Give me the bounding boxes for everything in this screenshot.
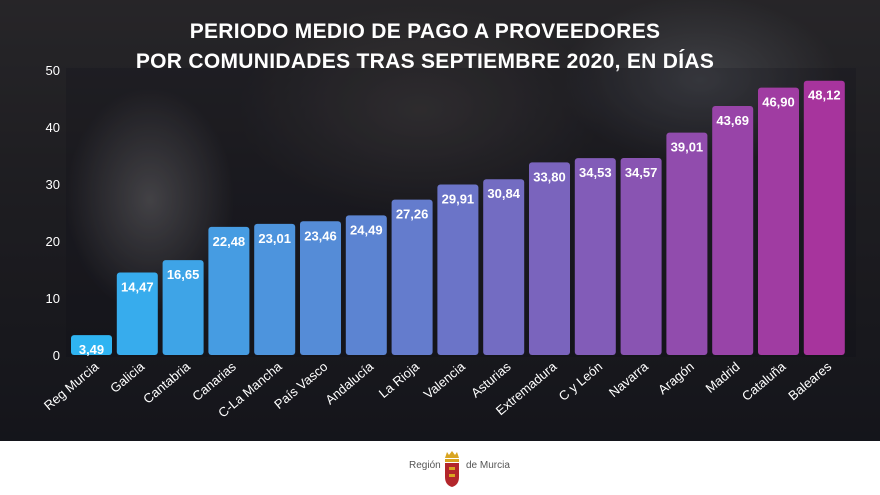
crest-band	[445, 459, 459, 462]
bar	[254, 223, 296, 355]
region-crest-icon	[445, 451, 459, 487]
bar	[574, 158, 616, 355]
bar	[758, 87, 799, 356]
bar	[116, 272, 158, 355]
category-label: Aragón	[655, 359, 697, 397]
data-label: 29,91	[442, 192, 475, 207]
bar	[483, 179, 525, 355]
category-label: Reg Murcia	[41, 358, 102, 413]
data-label: 34,53	[579, 165, 612, 180]
category-label: Andalucía	[322, 358, 377, 407]
bar	[529, 162, 570, 355]
crest-mark	[449, 474, 455, 477]
category-label: Cataluña	[739, 358, 789, 403]
data-label: 48,12	[808, 88, 841, 103]
y-tick-label: 30	[46, 177, 60, 192]
y-tick-label: 50	[46, 63, 60, 78]
category-label: Valencia	[421, 358, 469, 401]
crest-crown	[445, 451, 459, 458]
category-label: C y León	[556, 359, 606, 404]
crest-mark	[449, 467, 455, 470]
bar	[437, 184, 479, 355]
bar	[666, 132, 708, 355]
category-label: Baleares	[785, 358, 834, 403]
data-label: 39,01	[671, 140, 704, 155]
category-label: Cantabria	[140, 358, 193, 406]
data-label: 14,47	[121, 280, 154, 295]
data-label: 22,48	[213, 234, 246, 249]
chart-title-line-1: PERIODO MEDIO DE PAGO A PROVEEDORES	[189, 20, 661, 43]
data-label: 43,69	[716, 113, 749, 128]
bar	[803, 80, 845, 355]
bar	[391, 199, 433, 355]
bar	[162, 260, 204, 355]
bar	[712, 105, 754, 355]
data-label: 23,46	[304, 228, 337, 243]
y-tick-label: 0	[53, 348, 60, 363]
y-tick-label: 20	[46, 234, 60, 249]
data-label: 24,49	[350, 222, 383, 237]
category-label: Madrid	[703, 359, 743, 396]
bar	[208, 226, 250, 355]
chart-title-line-2: POR COMUNIDADES TRAS SEPTIEMBRE 2020, EN…	[135, 50, 715, 73]
data-label: 46,90	[762, 95, 795, 110]
data-label: 23,01	[258, 231, 291, 246]
data-label: 30,84	[487, 186, 520, 201]
bar	[345, 215, 387, 355]
data-label: 33,80	[533, 169, 566, 184]
footer-text-right: de Murcia	[466, 460, 510, 471]
bar	[620, 157, 662, 355]
category-label: Galicia	[107, 358, 148, 396]
data-label: 34,57	[625, 165, 658, 180]
footer-text-left: Región	[409, 460, 441, 471]
category-label: La Rioja	[376, 358, 423, 401]
data-label: 3,49	[79, 342, 104, 357]
footer	[0, 441, 880, 495]
data-label: 16,65	[167, 267, 200, 282]
y-tick-label: 10	[46, 291, 60, 306]
category-label: Navarra	[606, 358, 652, 400]
bar	[71, 335, 112, 355]
bar	[300, 221, 341, 355]
data-label: 27,26	[396, 207, 429, 222]
y-tick-label: 40	[46, 120, 60, 135]
